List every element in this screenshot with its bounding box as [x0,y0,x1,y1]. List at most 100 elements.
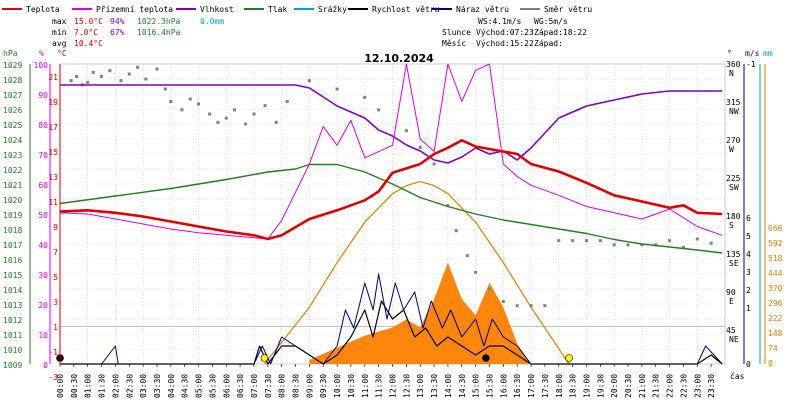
wind-direction-point [274,120,278,124]
wind-direction-point [224,116,228,120]
deg-tick-label: 315 [726,98,741,107]
wind-direction-point [144,77,148,81]
unit-degc: °C [57,49,67,58]
x-tick-label: 22:00 [666,374,675,398]
x-tick-label: 19:00 [582,374,591,398]
sun-elevation-line [264,181,570,365]
wind-direction-point [75,75,79,78]
sun-tick-label: 444 [768,269,783,278]
wind-direction-point [529,304,533,308]
pct-tick-label: 30 [38,271,48,280]
pct-tick-label: 0 [43,361,48,370]
wind-direction-point [108,69,112,73]
temp-tick-label: -1 [48,348,58,357]
x-tick-label: 20:30 [624,374,633,398]
x-tick-label: 00:00 [56,374,65,398]
x-tick-label: 01:30 [98,374,107,398]
hpa-tick-label: 1010 [3,346,22,355]
legend: Teplota Přízemní teplota Vlhkost Tlak Srážky… [2,5,592,14]
hpa-tick-label: 1020 [3,196,22,205]
x-tick-label: 20:00 [610,374,619,398]
wind-direction-point [612,243,616,247]
stats-max-rain: 0.0mm [200,17,224,26]
temp-tick-label: 15 [48,148,58,157]
temp-tick-label: 11 [48,198,58,207]
dir-tick-label: NW [729,107,739,116]
dir-tick-label: SW [729,183,739,192]
hpa-tick-label: 1025 [3,121,22,130]
dir-tick-label: NE [729,335,739,344]
wind-direction-point [188,97,192,101]
stats-min-press: 1016.4hPa [137,28,181,37]
hpa-tick-label: 1027 [3,91,22,100]
hpa-tick-label: 1024 [3,136,22,145]
ms-tick-label: 4 [746,250,751,259]
x-tick-label: 18:00 [555,374,564,398]
hpa-tick-label: 1015 [3,271,22,280]
x-tick-label: 08:00 [278,374,287,398]
wind-direction-point [432,162,436,166]
sun-tick-label: 592 [768,239,783,248]
temp-tick-label: 19 [48,98,58,107]
wind-direction-point [163,87,167,91]
wind-direction-point [307,79,311,83]
series-tlak [59,163,723,254]
wind-direction-point [487,287,491,291]
stats-max-temp: 15.0°C [74,17,103,26]
hpa-tick-label: 1022 [3,166,22,175]
wind-direction-point [69,79,73,83]
wind-direction-point [557,239,561,243]
deg-tick-label: 90 [726,288,736,297]
moon-marker [565,354,573,362]
series-vlhkost [60,84,723,164]
x-tick-label: 04:30 [181,374,190,398]
x-tick-label: 18:30 [569,374,578,398]
deg-tick-label: 180 [726,212,741,221]
info-sunset: Západ:18:22 [534,28,587,37]
plot-layer [56,63,723,365]
pct-tick-label: 60 [38,181,48,190]
wind-direction-point [474,270,478,274]
x-tick-label: 05:00 [195,374,204,398]
temp-tick-label: 5 [53,273,58,282]
ms-tick-label: 5 [746,232,751,241]
x-tick-label: 15:00 [472,374,481,398]
wind-direction-point [335,87,339,91]
wind-direction-point [543,304,547,308]
hpa-tick-label: 1021 [3,181,22,190]
stats-min-label: min [52,28,67,37]
hpa-tick-label: 1012 [3,316,22,325]
sun-tick-label: 222 [768,314,783,323]
pct-tick-label: 20 [38,301,48,310]
pct-tick-label: 50 [38,211,48,220]
x-tick-label: 16:30 [513,374,522,398]
x-tick-label: 06:30 [236,374,245,398]
x-tick-label: 19:30 [596,374,605,398]
wind-direction-point [169,100,173,103]
series-rychlost [60,300,723,365]
temp-tick-label: 13 [48,173,58,182]
ms-tick-label: 0 [746,360,751,369]
wind-direction-point [626,243,630,247]
legend-label-tlak: Tlak [268,5,287,14]
wind-direction-point [454,229,458,233]
x-tick-label: 21:00 [638,374,647,398]
sun-tick-label: 370 [768,284,783,293]
pct-tick-label: 80 [38,121,48,130]
x-axis-label: čas [730,371,745,381]
chart-title: 12.10.2024 [364,52,434,65]
x-tick-label: 17:30 [541,374,550,398]
x-tick-label: 05:30 [208,374,217,398]
wind-direction-point [119,79,123,83]
sun-tick-label: 74 [768,344,778,353]
ms-tick-label: -1 [746,60,756,69]
sun-tick-label: 296 [768,299,783,308]
dir-tick-label: SE [729,259,739,268]
wind-direction-point [695,237,699,241]
info-moonset: Západ: [534,39,563,48]
wind-direction-point [208,112,212,116]
wind-direction-point [136,65,140,69]
wind-direction-point [155,67,159,71]
ms-tick-label: 1 [746,304,751,313]
